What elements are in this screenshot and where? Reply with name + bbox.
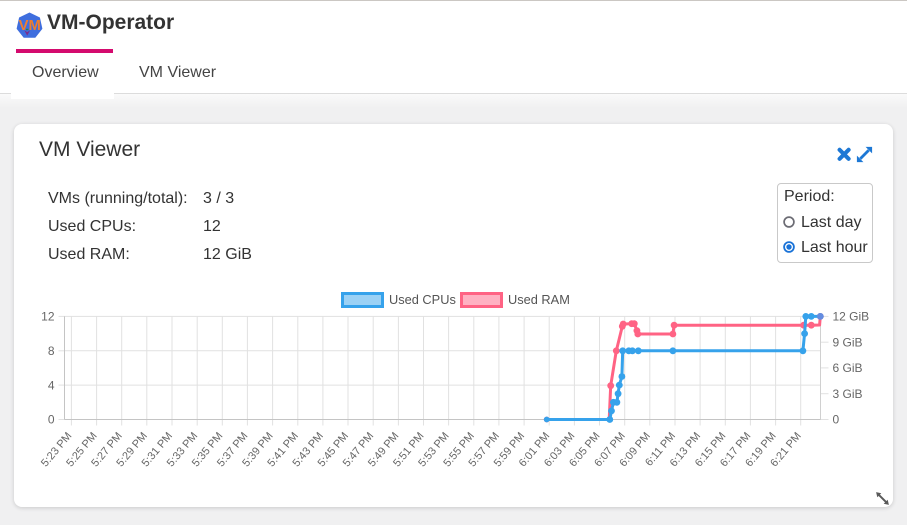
svg-text:8: 8 [48,344,55,358]
svg-text:12 GiB: 12 GiB [833,310,870,324]
svg-text:6 GiB: 6 GiB [833,361,863,375]
svg-text:12: 12 [41,310,55,324]
svg-text:0: 0 [833,413,840,427]
svg-text:9 GiB: 9 GiB [833,335,863,349]
svg-text:0: 0 [48,413,55,427]
svg-text:4: 4 [48,378,55,392]
svg-text:3 GiB: 3 GiB [833,387,863,401]
svg-text:VM: VM [19,18,41,34]
